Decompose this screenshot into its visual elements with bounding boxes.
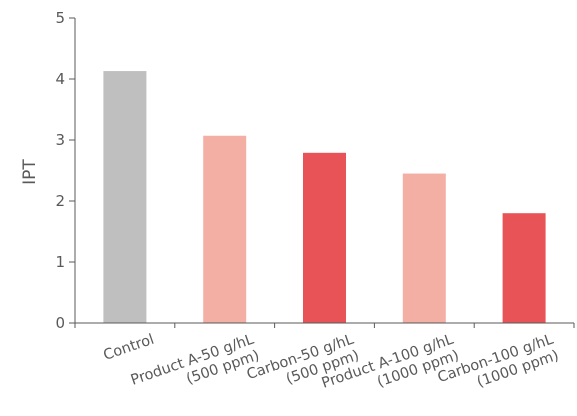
bars-group	[103, 71, 546, 323]
bar-4	[502, 213, 546, 323]
x-tick-label-0: Control	[101, 332, 156, 364]
y-tick-label-2: 2	[55, 192, 65, 210]
x-tick-label-4: Carbon-100 g/hL(1000 ppm)	[436, 332, 561, 391]
y-tick-label-5: 5	[55, 9, 65, 27]
bar-3	[402, 173, 446, 323]
x-tick-label-2: Carbon-50 g/hL(500 ppm)	[245, 332, 362, 388]
y-tick-label-3: 3	[55, 131, 65, 149]
y-axis-title: IPT	[20, 159, 40, 185]
x-tick-label-line1-0: Control	[101, 332, 156, 364]
y-tick-label-0: 0	[55, 314, 65, 332]
bar-2	[303, 152, 346, 323]
y-axis: 0 1 2 3 4 5	[55, 9, 76, 332]
bar-0	[103, 71, 147, 323]
y-tick-label-1: 1	[55, 253, 65, 271]
bar-1	[203, 135, 247, 323]
y-tick-label-4: 4	[55, 70, 65, 88]
